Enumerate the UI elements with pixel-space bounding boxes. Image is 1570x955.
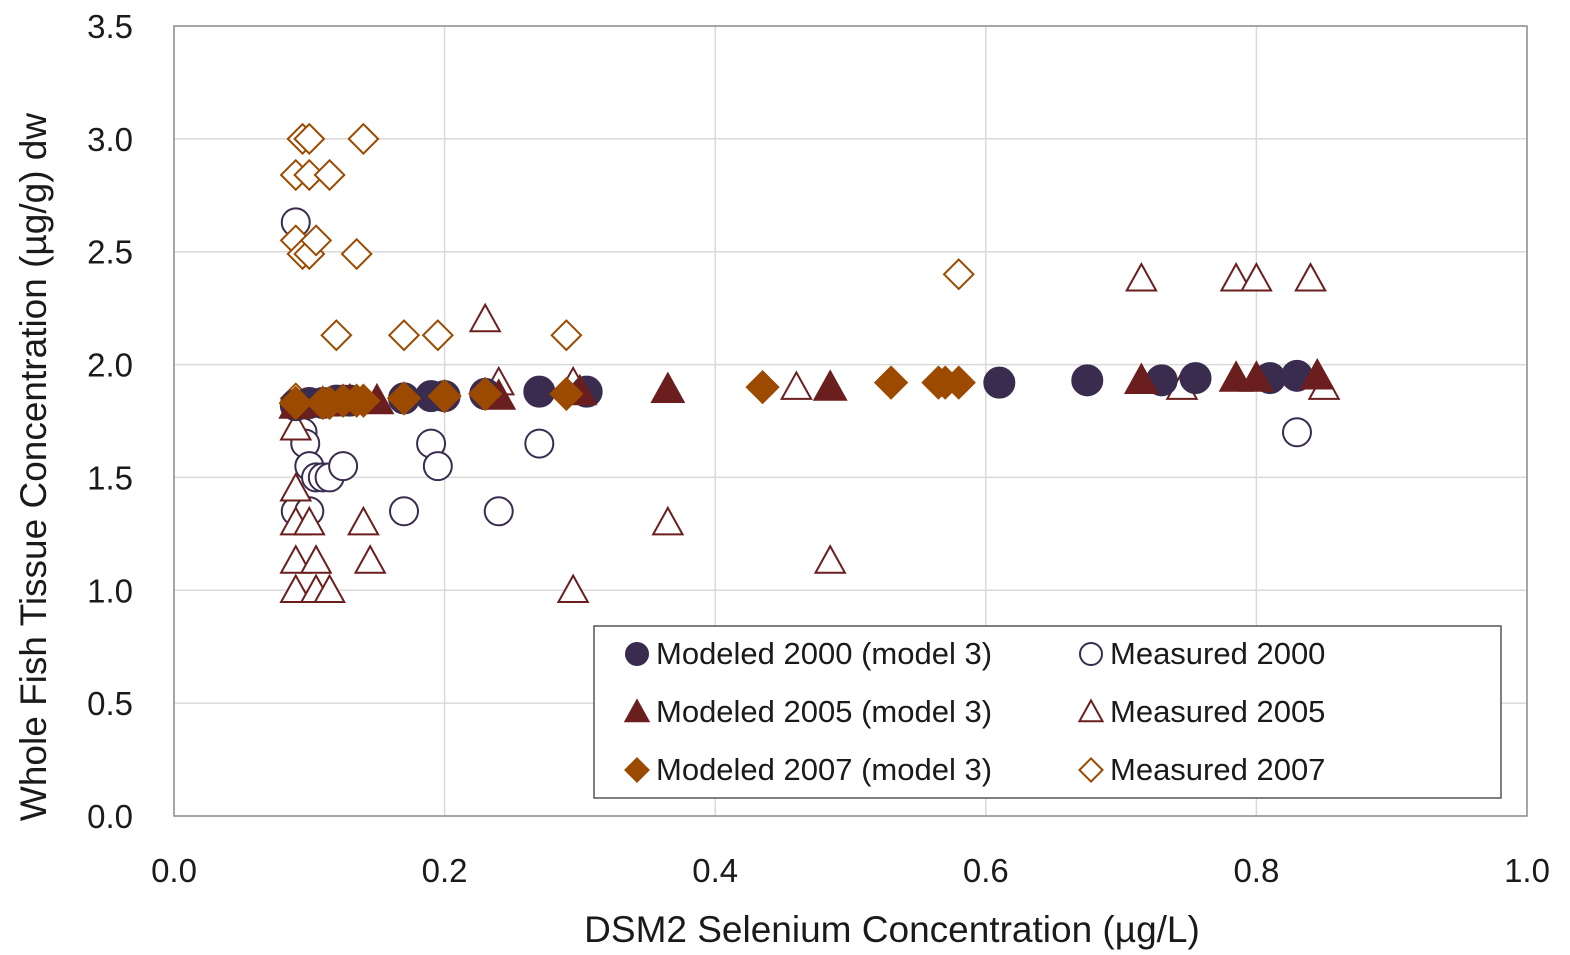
legend-marker-triangle xyxy=(623,698,651,723)
data-point-triangle xyxy=(313,573,346,604)
legend-marker-diamond xyxy=(1078,757,1104,783)
data-point-diamond xyxy=(299,224,333,257)
data-point-triangle xyxy=(468,302,502,333)
data-point-circle xyxy=(483,496,514,527)
legend-label-modeled-2007: Modeled 2007 (model 3) xyxy=(656,752,992,787)
y-tick-label: 1.5 xyxy=(87,459,133,496)
data-point-triangle xyxy=(812,369,848,401)
data-point-triangle xyxy=(1240,262,1273,292)
x-tick-label: 0.4 xyxy=(692,852,738,889)
legend-label-measured-2005: Measured 2005 xyxy=(1110,694,1325,729)
data-point-diamond xyxy=(347,122,380,155)
x-tick-label: 0.0 xyxy=(151,852,197,889)
y-tick-label: 2.0 xyxy=(87,347,133,384)
legend-marker-diamond xyxy=(624,757,650,783)
y-tick-label: 0.5 xyxy=(87,685,133,722)
data-point-triangle xyxy=(279,573,313,604)
data-point-triangle xyxy=(347,505,380,536)
data-point-triangle xyxy=(813,544,847,574)
data-point-circle xyxy=(389,496,420,527)
data-point-circle xyxy=(524,428,555,459)
data-point-triangle xyxy=(650,371,686,403)
series-1 xyxy=(280,207,1312,527)
data-point-triangle xyxy=(299,544,333,574)
y-tick-label: 1.0 xyxy=(87,572,133,609)
data-point-diamond xyxy=(387,319,421,352)
legend-marker-triangle xyxy=(1077,698,1105,723)
data-point-triangle xyxy=(1299,358,1335,390)
data-point-diamond xyxy=(873,365,909,400)
data-point-circle xyxy=(422,451,453,482)
data-point-diamond xyxy=(427,379,462,414)
data-point-diamond xyxy=(549,376,584,412)
data-point-diamond xyxy=(550,319,583,352)
data-point-diamond xyxy=(941,365,976,400)
data-point-circle xyxy=(1071,364,1104,397)
data-point-triangle xyxy=(292,505,326,536)
legend: Modeled 2000 (model 3) Measured 2000 Mod… xyxy=(593,625,1502,799)
data-point-diamond xyxy=(278,385,313,421)
data-point-triangle xyxy=(1238,360,1274,392)
y-tick-label: 3.0 xyxy=(87,121,133,158)
legend-markers xyxy=(623,642,1105,783)
series-5 xyxy=(279,122,975,415)
data-point-diamond xyxy=(340,237,373,271)
data-point-triangle xyxy=(1294,262,1327,292)
data-point-diamond xyxy=(942,258,975,291)
legend-label-modeled-2000: Modeled 2000 (model 3) xyxy=(656,636,992,671)
legend-label-modeled-2005: Modeled 2005 (model 3) xyxy=(656,694,992,729)
data-point-triangle xyxy=(1219,262,1253,292)
legend-marker-circle xyxy=(1079,642,1103,666)
data-point-triangle xyxy=(779,370,813,400)
data-point-triangle xyxy=(279,544,313,574)
data-point-diamond xyxy=(421,319,454,352)
data-point-diamond xyxy=(313,158,346,192)
series-4 xyxy=(278,365,976,421)
data-point-circle xyxy=(523,375,556,408)
data-point-triangle xyxy=(651,505,685,536)
data-point-diamond xyxy=(386,381,422,416)
x-axis-tick-labels: 0.0 0.2 0.4 0.6 0.8 1.0 xyxy=(151,852,1550,889)
data-point-triangle xyxy=(353,544,387,574)
data-point-triangle xyxy=(1123,362,1159,394)
y-tick-label: 0.0 xyxy=(87,798,133,835)
data-point-diamond xyxy=(468,376,503,412)
data-point-triangle xyxy=(1124,262,1158,292)
x-tick-label: 1.0 xyxy=(1504,852,1550,889)
y-axis-tick-labels: 0.0 0.5 1.0 1.5 2.0 2.5 3.0 3.5 xyxy=(87,8,133,835)
data-point-diamond xyxy=(346,383,381,418)
x-tick-label: 0.8 xyxy=(1233,852,1279,889)
y-tick-label: 3.5 xyxy=(87,8,133,45)
data-points xyxy=(278,122,1341,604)
data-point-diamond xyxy=(293,122,326,155)
data-point-triangle xyxy=(556,573,590,604)
legend-label-measured-2007: Measured 2007 xyxy=(1110,752,1325,787)
data-point-diamond xyxy=(320,319,353,352)
data-point-diamond xyxy=(745,369,780,405)
x-axis-title: DSM2 Selenium Concentration (µg/L) xyxy=(584,909,1200,950)
data-point-circle xyxy=(328,451,359,482)
x-tick-label: 0.2 xyxy=(422,852,468,889)
data-point-circle xyxy=(1179,362,1212,395)
data-point-circle xyxy=(1281,417,1312,448)
y-tick-label: 2.5 xyxy=(87,234,133,271)
legend-box xyxy=(593,625,1502,799)
y-axis-title: Whole Fish Tissue Concentration (µg/g) d… xyxy=(13,113,54,821)
data-point-triangle xyxy=(279,471,313,502)
legend-marker-circle xyxy=(625,642,649,666)
legend-label-measured-2000: Measured 2000 xyxy=(1110,636,1325,671)
plot-area-border xyxy=(173,25,1528,817)
data-point-triangle xyxy=(279,411,313,441)
data-point-circle xyxy=(983,366,1016,399)
x-tick-label: 0.6 xyxy=(963,852,1009,889)
